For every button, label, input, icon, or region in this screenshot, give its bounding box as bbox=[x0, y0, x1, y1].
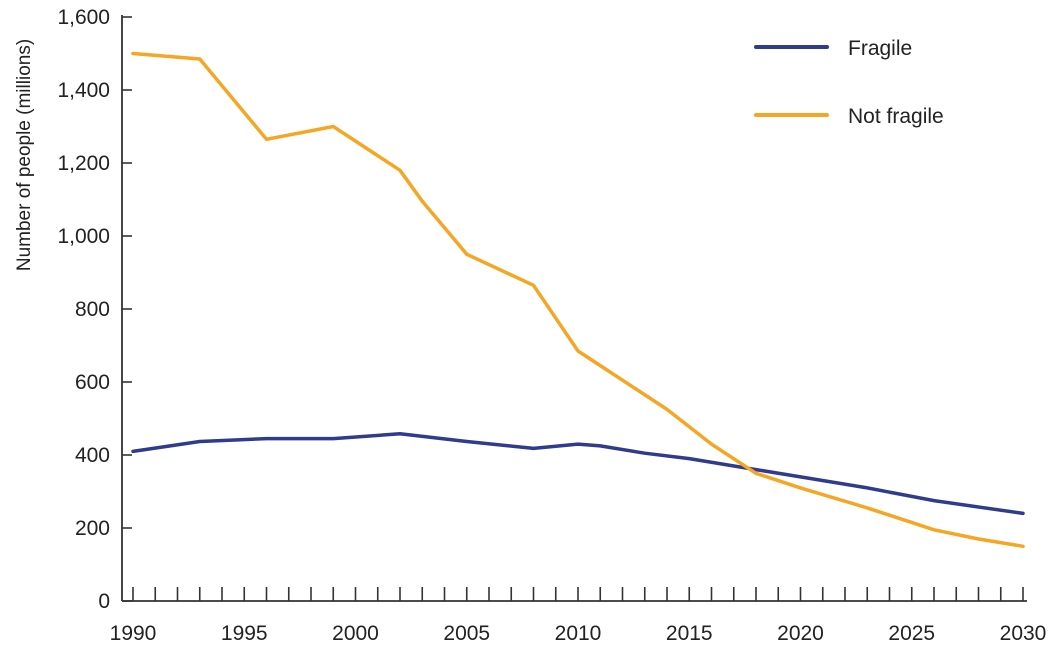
series-lines bbox=[131, 51, 1025, 549]
x-tick-label: 2005 bbox=[443, 622, 490, 645]
legend-item-fragile: Fragile bbox=[754, 37, 912, 60]
x-tick-label: 2000 bbox=[332, 622, 379, 645]
series-line-fragile bbox=[131, 432, 1025, 516]
legend-label-not-fragile: Not fragile bbox=[848, 105, 944, 128]
x-tick-label: 2030 bbox=[1000, 622, 1047, 645]
y-tick-label: 1,000 bbox=[57, 225, 110, 248]
x-tick-label: 1995 bbox=[221, 622, 268, 645]
x-tick-label: 2025 bbox=[888, 622, 935, 645]
y-tick-label: 0 bbox=[98, 590, 110, 613]
y-tick-label: 1,200 bbox=[57, 152, 110, 175]
x-tick-label: 2015 bbox=[666, 622, 713, 645]
x-tick-label: 2020 bbox=[777, 622, 824, 645]
x-axis-ticks: 1990 1995 2000 2005 2010 2015 2020 2025 2030 bbox=[110, 587, 1047, 645]
y-axis-title: Number of people (millions) bbox=[14, 39, 35, 271]
y-tick-label: 600 bbox=[75, 371, 110, 394]
y-tick-label: 400 bbox=[75, 444, 110, 467]
y-tick-label: 200 bbox=[75, 517, 110, 540]
x-tick-label: 1990 bbox=[110, 622, 157, 645]
y-tick-label: 1,400 bbox=[57, 79, 110, 102]
series-line-not-fragile bbox=[131, 51, 1025, 549]
legend-label-fragile: Fragile bbox=[848, 37, 912, 60]
y-axis-title-group: Number of people (millions) bbox=[14, 39, 35, 271]
y-tick-label: 1,600 bbox=[57, 6, 110, 29]
legend: Fragile Not fragile bbox=[754, 37, 944, 128]
y-tick-label: 800 bbox=[75, 298, 110, 321]
x-tick-label: 2010 bbox=[555, 622, 602, 645]
y-axis-ticks: 0 200 400 600 800 1,000 1,200 1,400 1,600 bbox=[57, 6, 132, 613]
legend-item-not-fragile: Not fragile bbox=[754, 105, 944, 128]
